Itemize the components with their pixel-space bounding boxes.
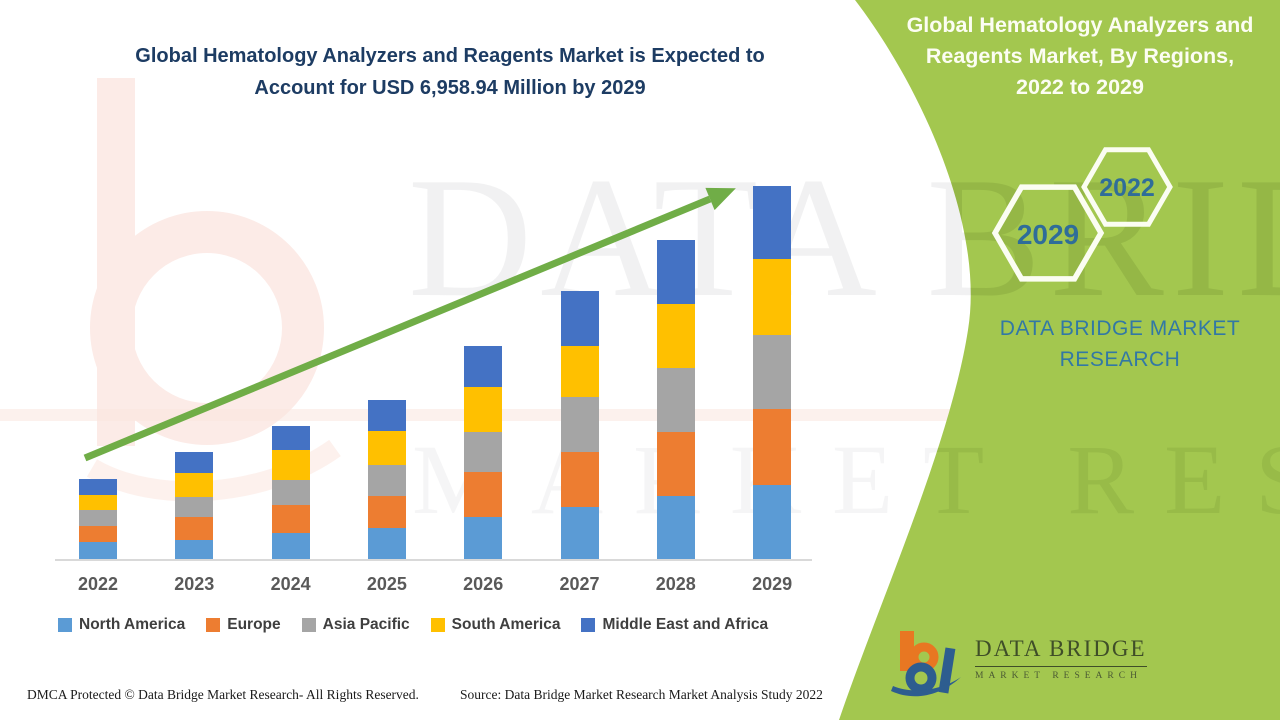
legend-label: Asia Pacific [322,616,410,633]
x-label-2025: 2025 [366,574,407,594]
hexagon-2022-label: 2022 [1099,174,1155,202]
logo-subtitle: MARKET RESEARCH [975,671,1142,681]
bar-segment-2029-south-america [753,258,792,335]
legend-label: South America [451,616,561,633]
footer-source-text: Source: Data Bridge Market Research Mark… [460,687,823,702]
bar-2026 [464,345,503,559]
bar-segment-2023-middle-east-and-africa [175,451,214,474]
legend-item-europe: Europe [206,616,281,634]
bar-segment-2027-asia-pacific [560,397,599,452]
bar-segment-2024-north-america [271,533,310,559]
bar-segment-2025-middle-east-and-africa [367,399,406,432]
databridge-logo-icon [891,631,961,697]
bar-segment-2022-asia-pacific [79,510,117,526]
sidebar-title: Global Hematology Analyzers and Reagents… [890,10,1270,103]
legend-swatch-icon [581,618,596,632]
sidebar-brand-line1: DATA BRIDGE MARKET [999,317,1241,340]
bar-segment-2029-europe [753,409,792,485]
x-label-2028: 2028 [655,574,696,594]
bar-2029 [753,185,792,559]
trend-arrow [83,187,736,462]
logo-name: DATA BRIDGE [975,636,1147,667]
bar-segment-2022-middle-east-and-africa [79,478,117,495]
bar-segment-2026-asia-pacific [464,432,503,472]
bar-segment-2023-asia-pacific [175,497,214,517]
legend-label: North America [79,616,186,633]
legend-swatch-icon [430,618,445,632]
bar-segment-2028-asia-pacific [656,368,695,433]
sidebar-title-line3: 2022 to 2029 [1016,75,1144,99]
legend-swatch-icon [58,618,72,632]
legend-item-north-america: North America [58,616,185,634]
bar-segment-2026-middle-east-and-africa [464,345,503,388]
databridge-logo-text: DATA BRIDGE MARKET RESEARCH [975,631,1147,681]
bar-segment-2027-south-america [560,346,599,398]
x-label-2027: 2027 [559,574,600,594]
legend-label: Middle East and Africa [602,616,769,633]
bar-segment-2025-europe [367,496,406,528]
chart-title-line1: Global Hematology Analyzers and Reagents… [135,45,765,67]
bar-2028 [656,239,695,559]
bar-segment-2022-south-america [79,494,117,511]
bar-segment-2026-south-america [464,387,503,433]
legend: North America Europe Asia Pacific South Ame… [58,616,768,634]
bar-segment-2025-asia-pacific [367,465,406,497]
bar-segment-2028-south-america [656,303,695,369]
sidebar-brand-line2: RESEARCH [1059,348,1181,371]
databridge-logo: DATA BRIDGE MARKET RESEARCH [891,631,1147,701]
x-label-2023: 2023 [174,574,215,594]
x-label-2022: 2022 [77,574,119,594]
legend-item-asia-pacific: Asia Pacific [301,616,410,634]
bar-segment-2027-europe [560,451,599,508]
footer-dmca-text: DMCA Protected © Data Bridge Market Rese… [27,687,419,702]
x-axis-line [55,559,812,561]
chart-title-line2: Account for USD 6,958.94 Million by 2029 [254,77,646,99]
bar-segment-2028-north-america [656,496,695,559]
legend-label: Europe [227,616,281,633]
bar-segment-2024-europe [271,505,310,533]
bar-2025 [367,399,406,559]
x-label-2026: 2026 [463,574,504,594]
bar-segment-2024-south-america [271,450,310,480]
legend-item-middle-east-and-africa: Middle East and Africa [581,616,768,634]
legend-item-south-america: South America [430,616,561,634]
hexagon-2029-label: 2029 [1016,219,1080,250]
bar-segment-2024-middle-east-and-africa [271,425,310,451]
legend-swatch-icon [206,618,221,632]
bar-segment-2023-north-america [175,539,214,559]
bar-2023 [175,451,214,559]
bar-segment-2025-north-america [367,528,406,559]
chart-title: Global Hematology Analyzers and Reagents… [90,40,810,104]
sidebar-brand-text: DATA BRIDGE MARKET RESEARCH [955,313,1280,375]
bar-segment-2022-north-america [79,542,117,559]
bar-segment-2023-south-america [175,473,214,498]
bar-segment-2029-asia-pacific [753,334,792,410]
bar-segment-2028-middle-east-and-africa [656,239,695,304]
bar-2022 [79,478,117,559]
bar-segment-2026-north-america [464,517,503,559]
bar-segment-2026-europe [464,471,503,518]
bar-segment-2027-north-america [560,507,599,559]
bar-segment-2029-middle-east-and-africa [753,185,792,259]
bar-2024 [271,425,310,559]
sidebar-title-line2: Reagents Market, By Regions, [925,44,1235,68]
bar-segment-2023-europe [175,516,214,540]
bar-segment-2029-north-america [753,484,792,559]
bar-segment-2024-asia-pacific [271,479,310,506]
legend-swatch-icon [301,618,316,632]
sidebar-title-line1: Global Hematology Analyzers and [906,13,1254,37]
bar-segment-2028-europe [656,432,695,497]
bar-segment-2022-europe [79,525,117,543]
bar-2027 [560,291,599,559]
bar-segment-2027-middle-east-and-africa [560,291,599,347]
x-label-2024: 2024 [270,574,311,594]
bar-segment-2025-south-america [367,431,406,466]
x-label-2029: 2029 [752,574,793,594]
